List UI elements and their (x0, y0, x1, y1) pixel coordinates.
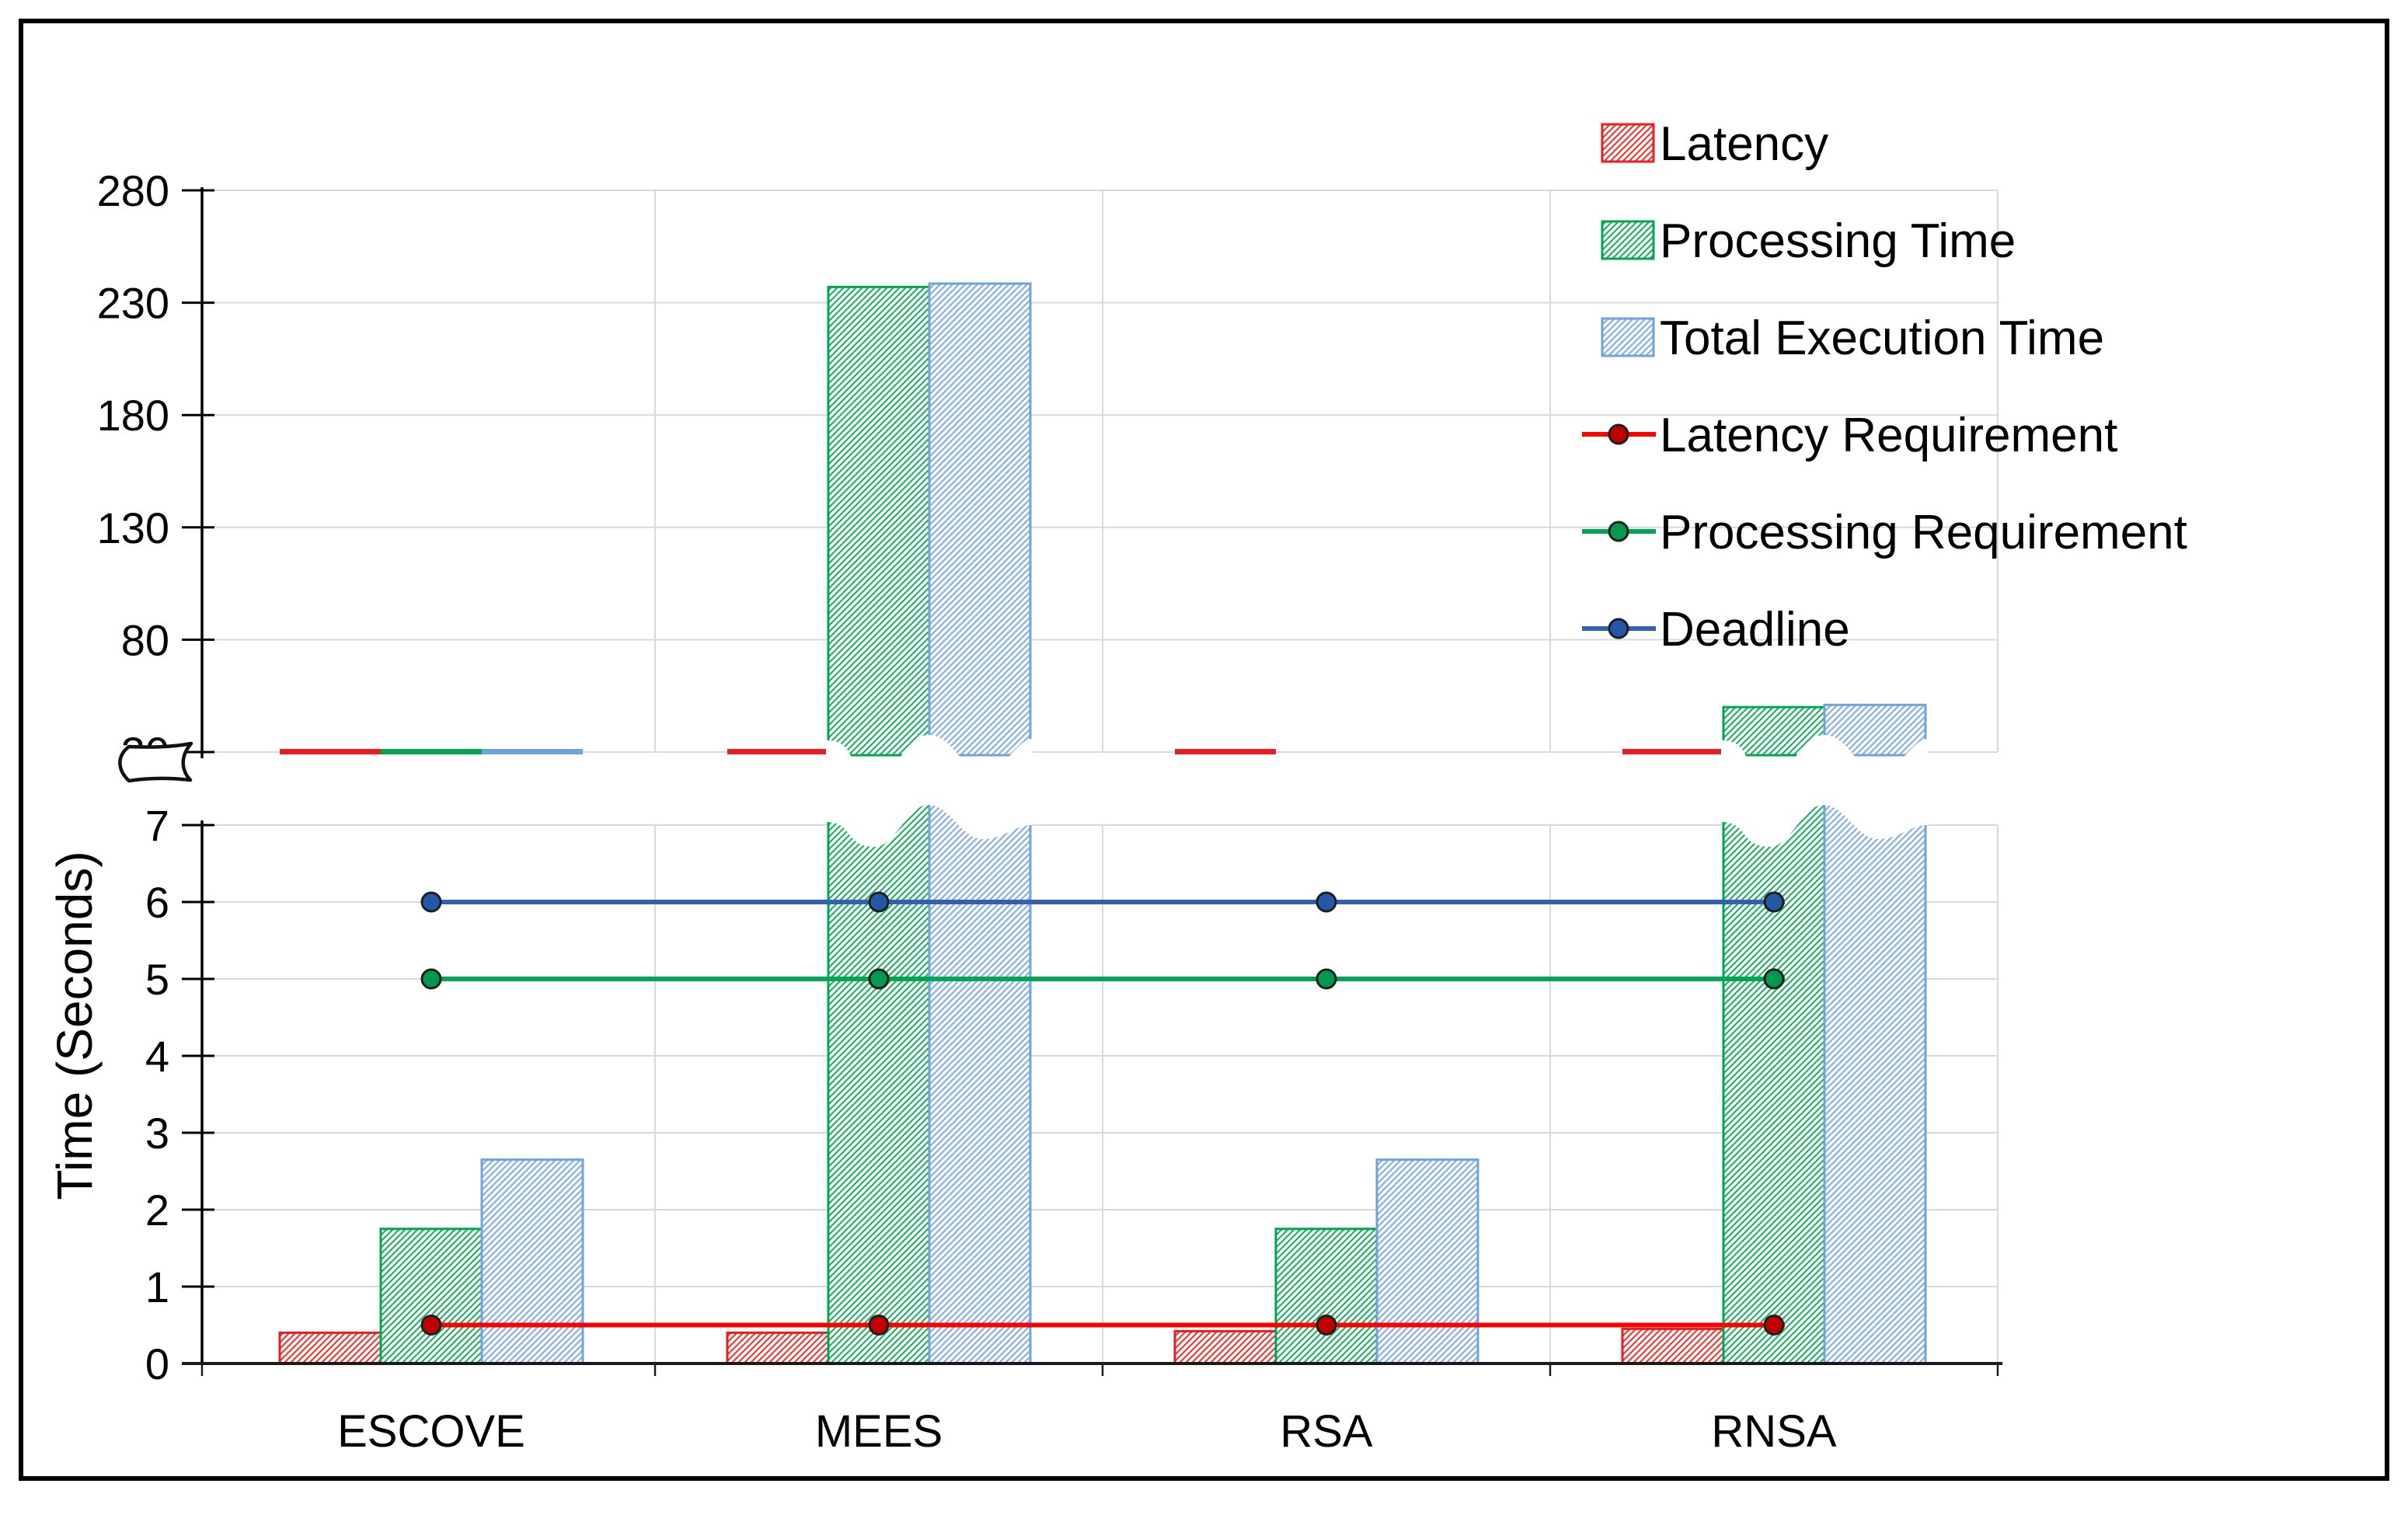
bar-latency-mees (726, 1331, 830, 1365)
axis-break-wave-upper-mees (826, 735, 1033, 789)
legend-item-label: Latency (1660, 117, 1828, 171)
y-axis-lower-tick-label: 6 (145, 878, 169, 927)
bar-processing-time-mees (827, 789, 931, 1365)
x-axis-category-label: RNSA (1711, 1406, 1836, 1457)
bar-latency-rnsa (1621, 1327, 1725, 1365)
x-axis-category-label: RSA (1280, 1406, 1373, 1457)
axis-break-symbol (118, 741, 193, 783)
y-axis-lower-tick-label: 7 (145, 801, 169, 850)
legend-item-processing-requirement: Processing Requirement (1582, 506, 2187, 559)
legend-item-latency: Latency (1601, 117, 1828, 171)
y-axis-lower-tick-label: 5 (145, 955, 169, 1004)
processing-requirement-marker-icon (1608, 521, 1629, 542)
bar-processing-time-mees-upper (827, 285, 931, 757)
bar-processing-time-rnsa (1722, 789, 1826, 1365)
marker-deadline (1316, 891, 1337, 913)
legend-item-latency-requirement: Latency Requirement (1582, 409, 2117, 462)
y-axis-upper-tick-label: 230 (97, 279, 169, 328)
legend-item-deadline: Deadline (1582, 603, 1850, 656)
processing-time-swatch-icon (1601, 220, 1655, 260)
bar-processing-time-escove (379, 1228, 483, 1365)
y-axis-upper-tick-label: 280 (97, 166, 169, 215)
axis-break-wave-lower-rnsa (1721, 783, 1928, 847)
marker-latency-requirement (1763, 1315, 1785, 1336)
marker-deadline (420, 891, 442, 913)
marker-latency-requirement (868, 1315, 890, 1336)
baseline-mark-bar-processing-time-escove (381, 749, 482, 754)
requirement-lines (420, 891, 1785, 1336)
baseline-mark-bar-latency-rsa (1175, 749, 1276, 754)
legend-item-label: Total Execution Time (1660, 312, 2104, 365)
legend-item-total-execution-time: Total Execution Time (1601, 312, 2104, 365)
legend-item-label: Processing Time (1660, 214, 2016, 268)
bar-total-execution-time-rnsa (1823, 789, 1927, 1365)
marker-processing-requirement (420, 968, 442, 990)
y-axis-lower-tick-label: 3 (145, 1109, 169, 1158)
figure-border (19, 19, 2389, 1481)
marker-processing-requirement (868, 968, 890, 990)
y-axis-upper-tick-label: 130 (97, 503, 169, 552)
legend-item-processing-time: Processing Time (1601, 214, 2016, 268)
x-axis-category-label: ESCOVE (337, 1406, 525, 1457)
marker-latency-requirement (420, 1315, 442, 1336)
axis-break-wave-upper-rnsa (1721, 735, 1928, 789)
bar-processing-time-rsa (1274, 1228, 1378, 1365)
legend-item-label: Latency Requirement (1660, 409, 2117, 462)
axes (182, 187, 2002, 1376)
y-axis-title: Time (Seconds) (47, 851, 103, 1200)
bar-latency-rsa (1173, 1329, 1277, 1365)
y-axis-lower-tick-label: 4 (145, 1032, 169, 1081)
marker-deadline (868, 891, 890, 913)
marker-processing-requirement (1763, 968, 1785, 990)
axis-break-waves (826, 735, 1928, 847)
y-axis-lower-tick-label: 0 (145, 1339, 169, 1388)
y-axis-upper-tick-label: 80 (121, 615, 169, 664)
y-axis-lower-tick-label: 1 (145, 1262, 169, 1311)
bar-total-execution-time-escove (480, 1158, 584, 1365)
legend-item-label: Processing Requirement (1660, 506, 2187, 559)
bars (278, 282, 1927, 1365)
marker-processing-requirement (1316, 968, 1337, 990)
x-axis-category-label: MEES (815, 1406, 943, 1457)
axis-labels: 280230180130803076543210ESCOVEMEESRSARNS… (97, 166, 1837, 1457)
latency-swatch-icon (1601, 123, 1655, 163)
legend: Latency Processing Time Total Execution … (1582, 117, 2187, 656)
y-axis-lower-tick-label: 2 (145, 1186, 169, 1235)
baseline-mark-bar-latency-mees (727, 749, 828, 754)
y-axis-upper-tick-label: 180 (97, 391, 169, 440)
axis-break-wave-lower-mees (826, 783, 1033, 847)
bar-total-execution-time-rsa (1375, 1158, 1479, 1365)
deadline-marker-icon (1608, 618, 1629, 639)
total-execution-time-swatch-icon (1601, 317, 1655, 357)
legend-item-label: Deadline (1660, 603, 1850, 656)
latency-requirement-marker-icon (1608, 423, 1629, 445)
baseline-mark-bar-total-execution-time-escove (482, 749, 583, 754)
bar-latency-escove (278, 1331, 382, 1365)
baseline-mark-bar-latency-escove (280, 749, 381, 754)
bar-total-execution-time-mees (928, 789, 1032, 1365)
marker-latency-requirement (1316, 1315, 1337, 1336)
baseline-mark-bar-latency-rnsa (1622, 749, 1723, 754)
marker-deadline (1763, 891, 1785, 913)
bar-total-execution-time-mees-upper (928, 282, 1032, 757)
